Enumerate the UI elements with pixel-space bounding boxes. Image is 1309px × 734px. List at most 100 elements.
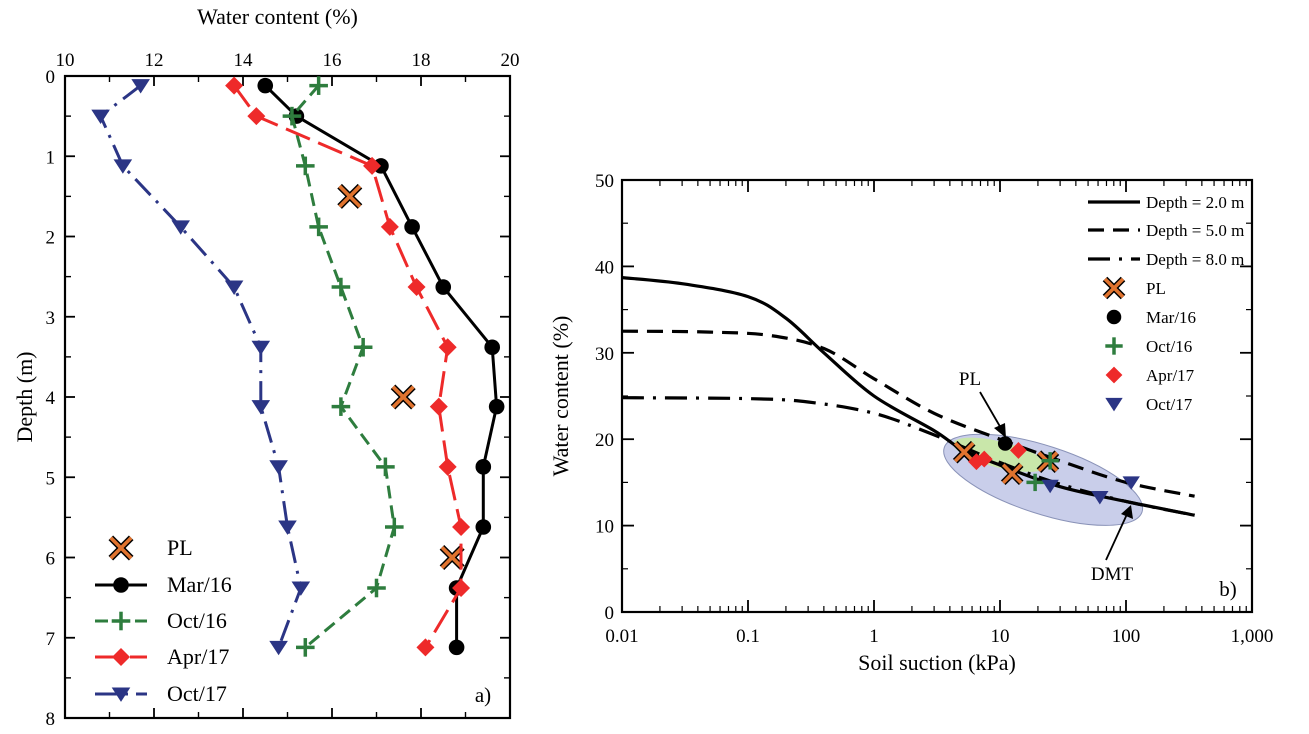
panel-label: b) [1219,577,1237,601]
data-point-apr-17 [429,397,448,416]
legend-item-depth-8-0-m: Depth = 8.0 m [1088,250,1244,269]
data-point-oct-16 [376,457,395,477]
legend-item-pl: PL [1102,276,1166,300]
data-point-mar-16 [448,639,465,656]
data-point-oct-17 [251,340,271,356]
y-tick-label: 2 [46,228,56,249]
annotation-dmt: DMT [1091,564,1134,585]
series-oct-17 [1041,476,1140,505]
legend-label: Apr/17 [1146,366,1195,385]
data-point-mar-16 [404,219,420,235]
data-point-mar-16 [488,398,505,415]
panel-a-legend: PL Mar/16 Oct/16 Apr/17 Oct/17 [95,535,232,706]
data-point-oct-17 [171,220,190,235]
data-point-apr-17 [975,450,993,468]
x-tick-label: 0.1 [736,626,760,647]
legend-item-apr-17: Apr/17 [95,644,229,669]
y-tick-label: 3 [46,308,56,329]
legend-marker-oct-17 [111,687,131,702]
data-point-apr-17 [438,338,457,357]
y-tick-label: 40 [595,257,614,278]
series-pl [337,183,465,570]
data-point-oct-17 [251,400,271,415]
data-point-mar-16 [257,77,274,94]
data-point-oct-16 [309,76,328,95]
x-tick-label: 100 [1112,626,1141,647]
data-point-oct-17 [1091,491,1109,505]
data-point-apr-17 [247,107,266,126]
data-point-oct-17 [91,109,110,125]
data-point-oct-16 [331,277,351,297]
panel-b-legend: Depth = 2.0 m Depth = 5.0 m Depth = 8.0 m P… [1088,193,1244,414]
legend-label: Mar/16 [1146,308,1196,327]
data-point-oct-17 [278,520,297,535]
legend-marker-oct-17 [1105,397,1123,412]
legend-marker-mar-16 [113,577,129,593]
annotation-pl-arrow [979,391,1003,431]
data-point-pl [390,384,416,410]
x-axis-label: Water content (%) [197,4,358,29]
panel-label: a) [475,683,491,707]
y-tick-label: 6 [46,549,56,570]
y-tick-label: 7 [46,629,56,650]
y-tick-label: 0 [605,603,615,624]
annotation-dmt-arrow [1105,511,1129,561]
data-point-pl [952,440,976,464]
curve-depth-5-0-m [621,329,1195,498]
x-tick-label: 10 [56,50,75,71]
legend-item-oct-16: Oct/16 [95,608,227,633]
annotations: PL DMT [959,369,1134,585]
data-point-mar-16 [475,519,492,535]
x-tick-label: 0.01 [605,626,638,647]
y-tick-label: 4 [46,388,56,409]
data-point-pl [337,183,363,209]
x-tick-label: 16 [323,50,342,71]
data-point-oct-17 [224,280,244,295]
data-point-pl [439,545,465,570]
series-oct-16 [1026,452,1059,492]
data-point-oct-17 [269,640,288,656]
legend-label: Depth = 5.0 m [1146,221,1244,240]
y-tick-label: 5 [46,468,56,489]
data-point-oct-16 [296,638,315,657]
data-point-apr-17 [363,156,382,175]
series-oct-17 [91,79,311,656]
legend-marker-apr-17 [1105,366,1123,384]
data-point-oct-16 [309,217,328,237]
legend-item-mar-16: Mar/16 [95,572,232,597]
data-point-oct-16 [331,397,351,416]
legend-label: Oct/17 [1146,395,1193,414]
legend-item-pl: PL [108,535,193,561]
y-tick-label: 10 [595,517,614,538]
legend-marker-mar-16 [1106,309,1122,325]
legend-marker-pl [1102,276,1126,300]
data-point-apr-17 [225,76,244,95]
legend-label: Oct/16 [1146,337,1192,356]
legend-label: Oct/17 [167,681,227,706]
data-point-apr-17 [407,278,426,297]
data-point-oct-16 [282,106,302,126]
series-apr-17 [225,76,471,657]
legend-marker-apr-17 [112,648,130,666]
x-tick-label: 20 [501,50,520,71]
data-point-oct-17 [291,581,311,596]
data-point-oct-16 [1041,452,1059,470]
legend-item-depth-5-0-m: Depth = 5.0 m [1088,221,1244,240]
data-point-oct-17 [269,460,288,475]
y-tick-label: 30 [595,344,614,365]
legend-item-apr-17: Apr/17 [1105,366,1195,385]
legend-label: Mar/16 [167,572,232,597]
x-tick-label: 1 [869,626,879,647]
pl-highlight-region [953,437,1047,472]
panel-b-soil-water-retention: 0.01 0.1 1 10 100 1,000 0 10 20 30 40 50 Soil suctio… [548,171,1273,675]
y-tick-label: 0 [46,67,56,88]
x-tick-label: 10 [991,626,1010,647]
x-tick-label: 18 [412,50,431,71]
series-line-apr-17 [232,84,463,649]
data-point-oct-17 [113,159,133,174]
data-point-apr-17 [1010,442,1027,459]
legend-marker-oct-16 [111,611,131,631]
legend-item-mar-16: Mar/16 [1106,308,1196,327]
